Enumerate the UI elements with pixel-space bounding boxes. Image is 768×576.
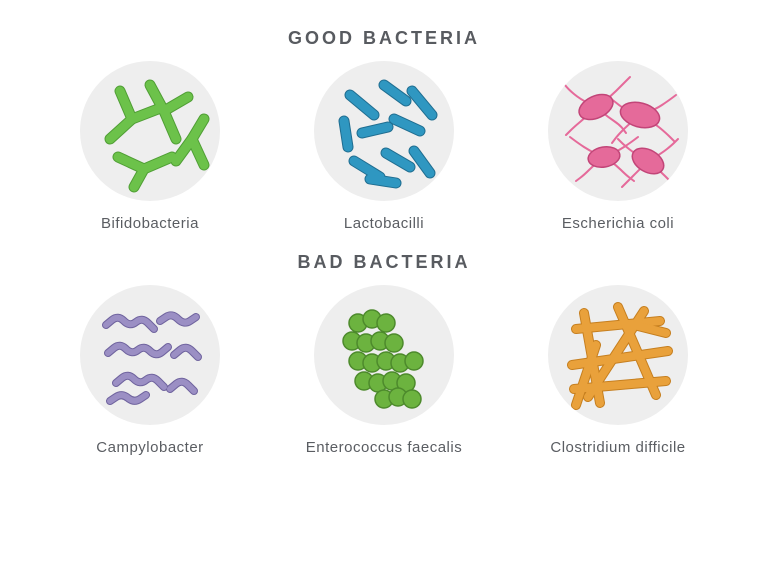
bacteria-icon bbox=[548, 285, 688, 425]
bacteria-icon bbox=[314, 285, 454, 425]
row-bad: Campylobacter Enterococcus faecalis Clos… bbox=[65, 285, 703, 456]
cell-ecoli: Escherichia coli bbox=[533, 61, 703, 232]
infographic-root: GOOD BACTERIA Bifidobacteria Lactobacill… bbox=[0, 0, 768, 576]
bacteria-icon bbox=[80, 61, 220, 201]
label-bifidobacteria: Bifidobacteria bbox=[101, 215, 199, 232]
label-ecoli: Escherichia coli bbox=[562, 215, 674, 232]
bacteria-icon bbox=[548, 61, 688, 201]
section-title-good: GOOD BACTERIA bbox=[288, 28, 480, 49]
label-enterococcus: Enterococcus faecalis bbox=[306, 439, 462, 456]
petri-enterococcus bbox=[314, 285, 454, 425]
label-lactobacilli: Lactobacilli bbox=[344, 215, 424, 232]
petri-bifidobacteria bbox=[80, 61, 220, 201]
cell-campylobacter: Campylobacter bbox=[65, 285, 235, 456]
label-campylobacter: Campylobacter bbox=[96, 439, 203, 456]
section-title-bad: BAD BACTERIA bbox=[298, 252, 471, 273]
cell-bifidobacteria: Bifidobacteria bbox=[65, 61, 235, 232]
label-clostridium: Clostridium difficile bbox=[550, 439, 685, 456]
petri-lactobacilli bbox=[314, 61, 454, 201]
petri-clostridium bbox=[548, 285, 688, 425]
bacteria-icon bbox=[314, 61, 454, 201]
cell-enterococcus: Enterococcus faecalis bbox=[299, 285, 469, 456]
cell-clostridium: Clostridium difficile bbox=[533, 285, 703, 456]
petri-ecoli bbox=[548, 61, 688, 201]
bacteria-icon bbox=[80, 285, 220, 425]
cell-lactobacilli: Lactobacilli bbox=[299, 61, 469, 232]
row-good: Bifidobacteria Lactobacilli Escherichia … bbox=[65, 61, 703, 232]
petri-campylobacter bbox=[80, 285, 220, 425]
